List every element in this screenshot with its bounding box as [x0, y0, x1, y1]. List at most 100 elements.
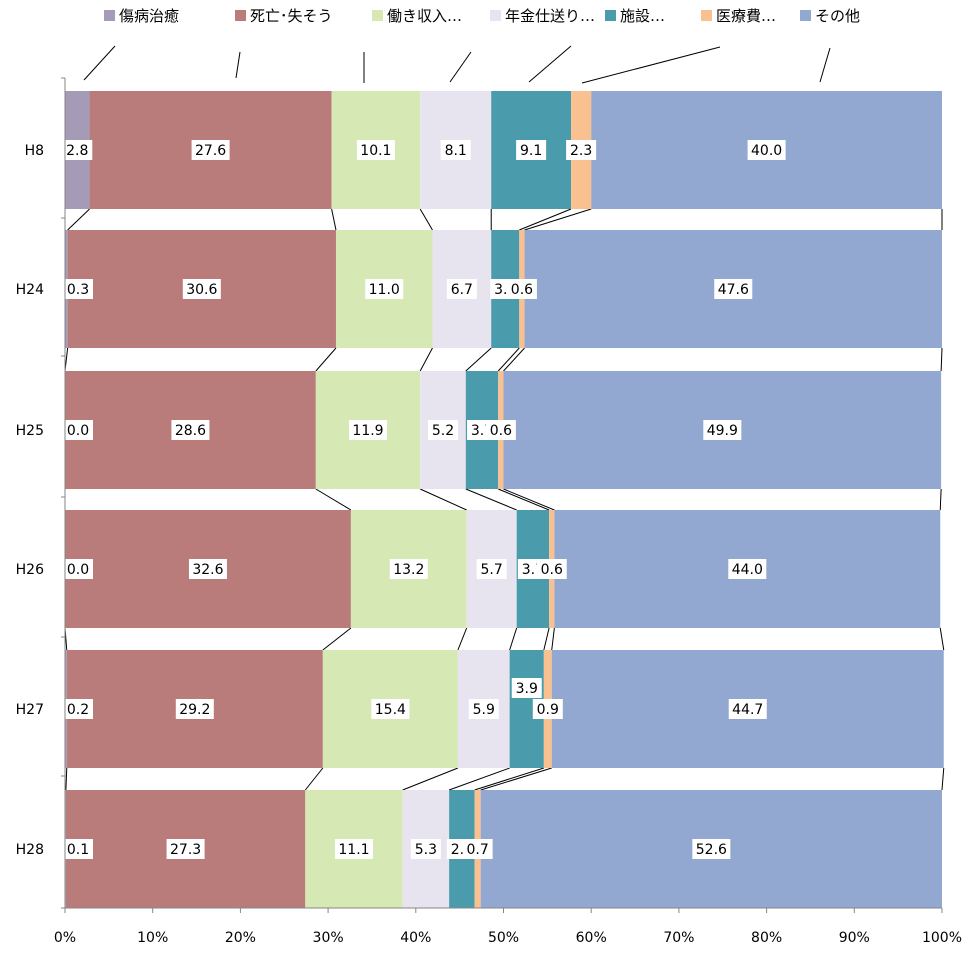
data-label: 15.4 — [375, 702, 406, 718]
series-line — [465, 488, 517, 511]
data-label: 0.9 — [537, 702, 559, 718]
legend-swatch — [235, 10, 246, 21]
data-label: 0.7 — [466, 842, 488, 858]
legend-leader-lines — [83, 45, 831, 84]
legend-label: 死亡･失そう — [250, 7, 333, 25]
series-line — [304, 767, 324, 791]
data-label: 52.6 — [696, 842, 727, 858]
x-tick-label: 100% — [922, 930, 962, 946]
data-label: 5.2 — [432, 423, 454, 439]
data-label: 0.6 — [511, 282, 533, 298]
series-line — [402, 767, 459, 791]
series-line — [419, 347, 433, 372]
x-tick-label: 10% — [137, 930, 168, 946]
x-tick-label: 70% — [663, 930, 694, 946]
data-label-bg — [728, 699, 767, 719]
series-line — [315, 488, 352, 511]
data-labels-group: 2.8 27.6 10.1 8.1 9.1 2.3 40.0 0.3 30.6 11.0 6.7 3.… — [62, 140, 786, 859]
data-label-bg — [410, 839, 441, 859]
x-tick-label: 30% — [313, 930, 344, 946]
data-label: 0.3 — [67, 282, 89, 298]
data-label-bg — [532, 699, 563, 719]
data-label: 5.7 — [481, 562, 503, 578]
data-label-bg — [389, 559, 428, 579]
data-label: 44.0 — [732, 562, 763, 578]
category-label: H8 — [25, 143, 44, 159]
legend-swatch — [800, 10, 811, 21]
axes-group: H8 H24 H25 H26 H27 H28 0% 10% 20% 30% 40% 50% 60% 70%… — [16, 77, 962, 946]
data-label-bg — [62, 140, 93, 160]
legend-leader-line — [819, 47, 831, 83]
x-tick-label: 60% — [576, 930, 607, 946]
x-tick-label: 50% — [488, 930, 519, 946]
legend-swatch — [372, 10, 383, 21]
data-label: 8.1 — [445, 143, 467, 159]
legend-label: 医療費… — [716, 7, 776, 25]
data-label-bg — [468, 699, 499, 719]
legend-label: その他 — [815, 7, 860, 25]
legend-label: 働き収入… — [387, 7, 462, 25]
x-tick-label: 90% — [839, 930, 870, 946]
data-label-bg — [747, 140, 786, 160]
data-label-bg — [191, 140, 230, 160]
data-label: 49.9 — [707, 423, 738, 439]
data-label: 0.0 — [67, 562, 89, 578]
series-line — [503, 488, 555, 511]
data-label-bg — [188, 559, 227, 579]
series-line — [543, 627, 550, 651]
data-label: 0.0 — [67, 423, 89, 439]
data-label: 40.0 — [751, 143, 782, 159]
data-label-bg — [476, 559, 507, 579]
series-line — [509, 627, 518, 651]
data-label-bg — [728, 559, 767, 579]
series-line — [498, 488, 550, 511]
x-tick-label: 40% — [400, 930, 431, 946]
series-line — [519, 208, 572, 231]
data-label-bg — [511, 678, 542, 698]
data-label-bg — [356, 140, 395, 160]
data-label: 27.3 — [170, 842, 201, 858]
data-label-bg — [566, 140, 597, 160]
data-label: 0.2 — [67, 702, 89, 718]
data-label: 47.6 — [718, 282, 749, 298]
legend-swatch — [701, 10, 712, 21]
data-label: 0.6 — [490, 423, 512, 439]
data-label: 6.7 — [451, 282, 473, 298]
data-label-bg — [516, 140, 547, 160]
category-label: H25 — [16, 423, 44, 439]
data-label: 13.2 — [393, 562, 424, 578]
series-line — [322, 627, 352, 651]
series-line — [939, 488, 942, 511]
series-line — [939, 627, 945, 651]
data-label: 0.6 — [541, 562, 563, 578]
data-label-bg — [485, 420, 516, 440]
series-line — [419, 488, 467, 511]
data-label-bg — [63, 420, 93, 440]
data-label: 5.9 — [473, 702, 495, 718]
data-label: 30.6 — [186, 282, 217, 298]
x-tick-label: 20% — [225, 930, 256, 946]
series-line — [940, 347, 943, 372]
legend-leader-line — [449, 51, 472, 83]
data-label: 0.1 — [67, 842, 89, 858]
data-label-bg — [714, 279, 753, 299]
data-label: 5.3 — [415, 842, 437, 858]
series-line — [65, 767, 68, 791]
data-label-bg — [427, 420, 458, 440]
series-line — [315, 347, 337, 372]
data-label: 11.1 — [338, 842, 369, 858]
data-label: 10.1 — [360, 143, 391, 159]
data-label-bg — [175, 699, 214, 719]
data-label: 32.6 — [192, 562, 223, 578]
data-label: 2.8 — [66, 143, 88, 159]
legend-leader-line — [235, 51, 241, 79]
series-line — [457, 627, 468, 651]
series-line — [448, 767, 510, 791]
x-tick-label: 80% — [751, 930, 782, 946]
series-line — [474, 767, 544, 791]
data-label: 9.1 — [520, 143, 542, 159]
data-label-bg — [446, 279, 477, 299]
data-label-bg — [462, 839, 493, 859]
legend-leader-line — [83, 45, 116, 81]
series-line — [465, 347, 492, 372]
